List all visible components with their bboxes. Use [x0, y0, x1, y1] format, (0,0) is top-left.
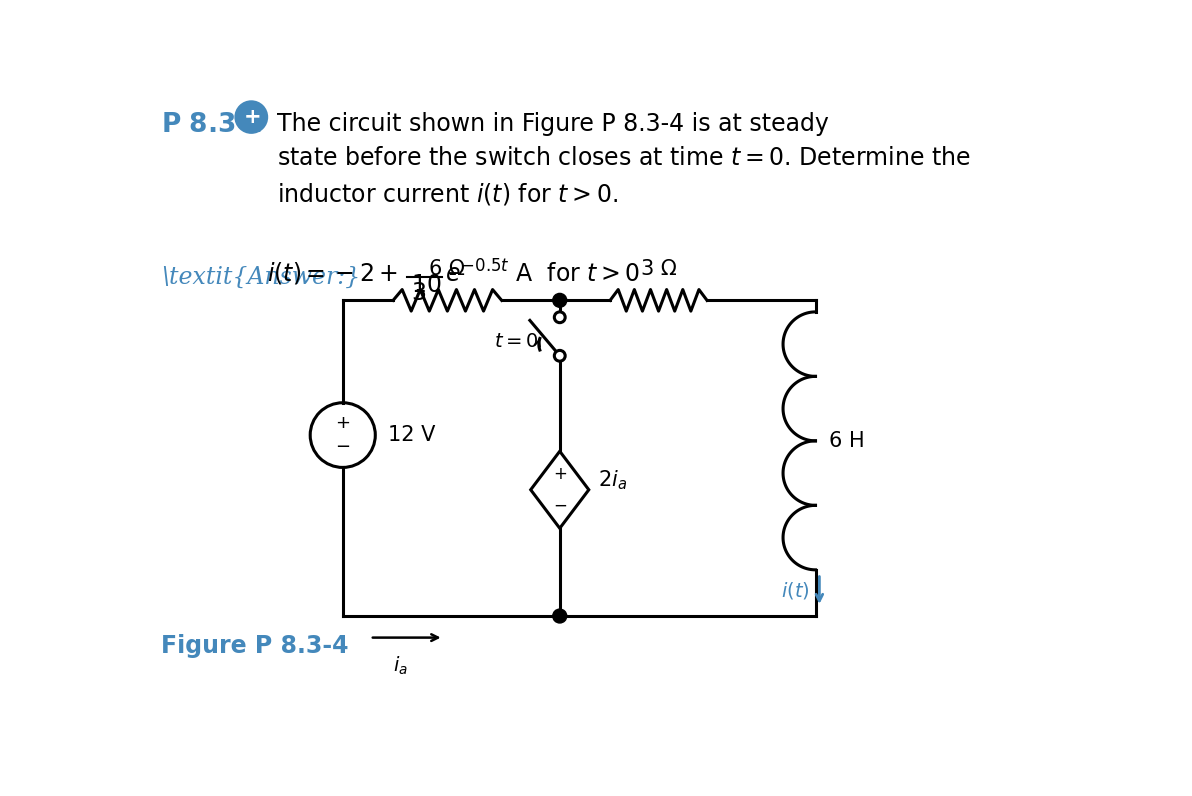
Text: $i_a$: $i_a$	[393, 654, 409, 677]
Text: \textit{Answer:}: \textit{Answer:}	[161, 266, 360, 289]
Text: 6 H: 6 H	[830, 431, 865, 451]
Text: $10$: $10$	[411, 273, 441, 298]
Circle shape	[553, 294, 566, 307]
Circle shape	[236, 102, 267, 132]
Text: +: +	[553, 466, 566, 483]
Text: +: +	[335, 414, 350, 431]
Circle shape	[553, 609, 566, 623]
Text: 6 Ω: 6 Ω	[429, 259, 465, 279]
Circle shape	[554, 350, 565, 361]
Text: 3 Ω: 3 Ω	[640, 259, 676, 279]
Text: Figure P 8.3-4: Figure P 8.3-4	[161, 634, 348, 658]
Text: $t = 0$: $t = 0$	[493, 333, 539, 351]
Circle shape	[554, 312, 565, 322]
Text: $i(t) = -2 +$: $i(t) = -2 +$	[267, 260, 398, 287]
Text: −: −	[553, 496, 566, 514]
Text: The circuit shown in Figure P 8.3-4 is at steady
state before the switch closes : The circuit shown in Figure P 8.3-4 is a…	[277, 111, 971, 208]
Text: $i(t)$: $i(t)$	[782, 579, 811, 601]
Text: 12 V: 12 V	[387, 425, 435, 445]
Text: $\mathbf{P\ 8.3\text{-}4}$: $\mathbf{P\ 8.3\text{-}4}$	[161, 111, 263, 138]
Text: $\mathbf{+}$: $\mathbf{+}$	[243, 107, 260, 127]
Text: −: −	[335, 439, 350, 456]
Text: $e^{-0.5t}$ A  for $t > 0$: $e^{-0.5t}$ A for $t > 0$	[445, 260, 640, 287]
Text: $3$: $3$	[411, 281, 426, 305]
Text: $2i_a$: $2i_a$	[598, 469, 627, 492]
